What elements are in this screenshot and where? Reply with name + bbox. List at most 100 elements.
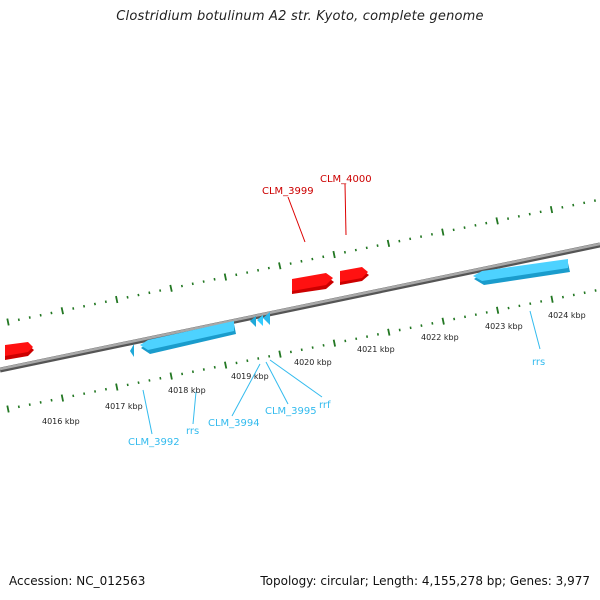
map-title: Clostridium botulinum A2 str. Kyoto, com…	[116, 9, 484, 24]
gene-label-rrs-1[interactable]: rrs	[186, 426, 199, 437]
reverse-tick-major	[387, 328, 391, 336]
gene-label-rrf[interactable]: rrf	[319, 400, 331, 411]
forward-tick-minor	[322, 255, 325, 259]
reverse-tick-minor	[300, 348, 303, 352]
leader-line-clm-3994	[231, 363, 261, 417]
forward-tick-minor	[72, 307, 75, 310]
forward-tick-minor	[267, 266, 270, 270]
gene-arrow-clm-3992[interactable]	[140, 321, 236, 354]
reverse-genes	[130, 259, 570, 357]
gene-arrow-reverse-small[interactable]	[130, 344, 134, 357]
forward-tick-minor	[137, 293, 140, 297]
forward-strand-ticks	[6, 199, 596, 326]
reverse-tick-minor	[561, 295, 564, 299]
forward-tick-minor	[300, 259, 303, 263]
reverse-tick-major	[278, 350, 282, 358]
forward-tick-minor	[83, 304, 86, 308]
forward-tick-minor	[235, 273, 238, 277]
genome-summary-text: Topology: circular; Length: 4,155,278 bp…	[260, 574, 590, 588]
forward-tick-minor	[246, 271, 249, 274]
reverse-tick-minor	[311, 346, 314, 349]
reverse-tick-minor	[148, 379, 151, 382]
forward-tick-minor	[376, 244, 379, 247]
reverse-tick-minor	[104, 387, 107, 391]
gene-arrow-forward[interactable]	[5, 342, 34, 360]
forward-tick-minor	[593, 199, 596, 202]
gene-arrow-rrs-2[interactable]	[473, 259, 570, 285]
leader-line-clm-3995	[265, 361, 289, 405]
reverse-tick-major	[496, 306, 500, 314]
gene-label-clm-3999[interactable]: CLM_3999	[262, 186, 314, 197]
forward-tick-minor	[50, 311, 53, 315]
forward-tick-minor	[180, 284, 183, 288]
leader-line-rrs-1	[192, 391, 197, 425]
gene-arrow-rrs-1[interactable]	[250, 316, 256, 327]
gene-label-clm-3994[interactable]: CLM_3994	[208, 418, 260, 429]
reverse-tick-major	[169, 372, 173, 380]
reverse-gene-labels: CLM_3992 rrs CLM_3994 CLM_3995 rrf rrs	[128, 310, 545, 448]
gene-label-clm-4000[interactable]: CLM_4000	[320, 174, 372, 185]
leader-line-rrf	[269, 359, 323, 398]
gene-label-clm-3992[interactable]: CLM_3992	[128, 437, 180, 448]
reverse-tick-minor	[540, 300, 543, 303]
reverse-tick-minor	[159, 376, 162, 380]
reverse-tick-minor	[583, 291, 586, 295]
tick-label-4019: 4019 kbp	[231, 372, 269, 381]
reverse-tick-minor	[213, 365, 216, 369]
forward-tick-minor	[148, 291, 151, 295]
forward-tick-major	[6, 318, 10, 326]
tick-label-4024: 4024 kbp	[548, 311, 586, 320]
reverse-tick-minor	[137, 381, 140, 384]
gene-arrow-clm-3994[interactable]	[257, 315, 263, 326]
reverse-tick-minor	[202, 368, 205, 371]
forward-tick-minor	[409, 237, 412, 241]
reverse-tick-minor	[376, 333, 379, 336]
gene-label-rrs-2[interactable]: rrs	[532, 357, 545, 368]
forward-tick-major	[115, 295, 119, 304]
reverse-tick-minor	[72, 394, 75, 398]
reverse-tick-major	[441, 317, 445, 325]
forward-tick-minor	[539, 210, 542, 214]
tick-label-4022: 4022 kbp	[421, 333, 459, 342]
leader-line-clm-3999	[287, 196, 306, 243]
reverse-tick-major	[224, 361, 228, 369]
gene-arrow-clm-3999[interactable]	[292, 273, 334, 294]
forward-tick-major	[549, 206, 554, 214]
reverse-tick-minor	[474, 313, 477, 316]
gene-label-clm-3995[interactable]: CLM_3995	[265, 406, 317, 417]
forward-tick-minor	[39, 313, 42, 317]
forward-tick-minor	[474, 224, 477, 227]
forward-tick-minor	[191, 282, 194, 286]
forward-tick-minor	[213, 277, 216, 281]
forward-tick-minor	[126, 295, 129, 299]
forward-tick-minor	[398, 239, 401, 243]
forward-tick-major	[386, 239, 391, 247]
forward-tick-major	[332, 250, 336, 259]
forward-tick-minor	[452, 228, 455, 232]
reverse-tick-minor	[94, 390, 97, 393]
forward-tick-minor	[93, 302, 96, 306]
forward-tick-minor	[561, 206, 564, 209]
forward-tick-minor	[485, 221, 488, 225]
gene-arrow-clm-4000[interactable]	[340, 267, 369, 285]
forward-tick-minor	[572, 203, 575, 207]
forward-tick-minor	[420, 235, 423, 238]
forward-tick-minor	[583, 201, 586, 205]
forward-tick-minor	[343, 250, 346, 254]
reverse-tick-minor	[485, 311, 488, 314]
reverse-tick-minor	[366, 335, 369, 338]
tick-label-4018: 4018 kbp	[168, 386, 206, 395]
tick-label-4023: 4023 kbp	[485, 322, 523, 331]
gene-arrow-clm-3995[interactable]	[263, 312, 270, 325]
forward-tick-minor	[257, 268, 260, 272]
reverse-tick-minor	[17, 405, 20, 409]
reverse-tick-minor	[507, 306, 510, 310]
accession-text: Accession: NC_012563	[9, 574, 146, 588]
forward-tick-minor	[17, 318, 20, 322]
reverse-tick-minor	[246, 359, 249, 363]
forward-tick-major	[441, 228, 445, 236]
forward-tick-minor	[311, 257, 314, 261]
reverse-tick-minor	[268, 355, 271, 358]
reverse-tick-minor	[453, 317, 456, 321]
